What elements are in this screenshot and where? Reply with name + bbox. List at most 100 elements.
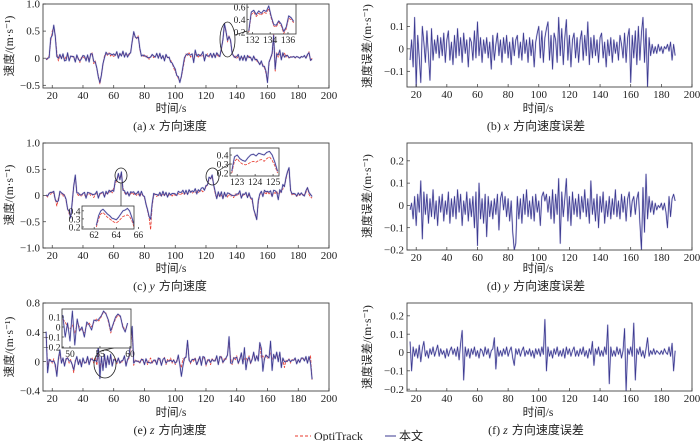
- x-tick-label: 20: [47, 250, 59, 262]
- panel-caption: (e) z 方向速度: [133, 422, 206, 437]
- y-axis-label: 速度/(m·s⁻¹): [2, 317, 16, 378]
- panel-d: 20 40 60 80 100 120 140 160 180 200 0.2 0.1 0 −0.1 −0.…: [360, 142, 700, 293]
- caption-text: 方向速度: [159, 118, 207, 133]
- inset-connector: [234, 30, 248, 36]
- inset-y-tick-label: 0: [56, 324, 61, 334]
- x-tick-label: 80: [139, 250, 151, 262]
- y-tick-label: 0.4: [26, 327, 40, 339]
- y-tick-label: 0: [35, 356, 41, 368]
- panel-caption: (d) y 方向速度误差: [487, 278, 585, 293]
- x-tick-label: 120: [198, 90, 215, 102]
- x-tick-label: 40: [441, 252, 453, 264]
- y-tick-label: 0: [399, 347, 405, 359]
- plot-area: 132 134 136 0.6 0.4 0.2 20 40 60 80 100 120 140 160 18…: [20, 0, 338, 102]
- y-tick-label: 0.1: [390, 329, 404, 341]
- x-tick-label: 140: [228, 393, 245, 405]
- panel-e: 50 55 600.10−0.1−0.220 40 60 80 100 120 140 160 18…: [2, 298, 338, 437]
- inset-plot: 132 134 136 0.6 0.4 0.2: [234, 3, 297, 46]
- x-tick-label: 180: [653, 252, 670, 264]
- inset-y-tick-label: 0.4: [234, 16, 246, 26]
- x-axis-label: 时间/s: [523, 406, 554, 419]
- inset-series-line-optitrack: [95, 212, 134, 228]
- x-tick-label: 60: [108, 393, 120, 405]
- inset-x-tick-label: 64: [112, 231, 122, 241]
- caption-text: 方向速度误差: [513, 118, 585, 133]
- series-group: [409, 173, 677, 250]
- y-axis-label: 速度误差/(m·s⁻¹): [360, 154, 374, 238]
- x-tick-label: 140: [592, 89, 609, 101]
- series-line-proposed: [45, 167, 313, 221]
- x-tick-label: 100: [531, 252, 548, 264]
- caption-label: (d): [487, 279, 501, 293]
- series-group: [45, 22, 313, 85]
- x-tick-label: 40: [441, 393, 453, 405]
- caption-label: (a): [133, 119, 146, 133]
- y-tick-label: 0.1: [390, 21, 404, 33]
- inset-series-group: [95, 207, 134, 228]
- y-tick-label: 0: [35, 190, 41, 202]
- y-tick-label: 0: [399, 43, 405, 55]
- x-tick-label: 20: [47, 393, 59, 405]
- inset-x-tick-label: 123: [230, 178, 245, 188]
- y-tick-label: 0.8: [26, 298, 40, 310]
- x-tick-label: 20: [411, 252, 423, 264]
- y-tick-label: −1.0: [20, 243, 40, 255]
- x-tick-label: 180: [290, 393, 307, 405]
- x-tick-label: 40: [77, 393, 89, 405]
- x-tick-label: 120: [561, 252, 578, 264]
- inset-background: [230, 148, 279, 176]
- x-tick-label: 80: [503, 393, 515, 405]
- inset-plot: 62 64 66 0.40.30.2: [69, 205, 143, 241]
- caption-label: (b): [487, 119, 501, 133]
- x-tick-label: 200: [321, 250, 338, 262]
- plot-area: 20 40 60 80 100 120 140 160 180 200 0.1 0 −0.1: [384, 3, 700, 101]
- x-tick-label: 60: [108, 250, 120, 262]
- caption-variable: y: [503, 279, 510, 293]
- x-tick-label: 20: [411, 393, 423, 405]
- series-line-error: [409, 319, 676, 391]
- inset-y-tick-label: −0.2: [43, 344, 60, 354]
- x-tick-label: 120: [198, 250, 215, 262]
- x-tick-label: 60: [472, 89, 484, 101]
- y-tick-label: −0.5: [20, 216, 40, 228]
- inset-series-group: [230, 150, 279, 174]
- x-tick-label: 100: [167, 393, 184, 405]
- inset-y-tick-label: 0.3: [217, 161, 229, 171]
- caption-text: 方向速度: [159, 278, 207, 293]
- series-line-error: [409, 173, 676, 250]
- inset-y-tick-label: −0.1: [43, 334, 60, 344]
- plot-frame: [406, 3, 693, 88]
- x-tick-label: 20: [411, 89, 423, 101]
- x-tick-label: 140: [228, 250, 245, 262]
- x-tick-label: 160: [622, 252, 639, 264]
- inset-y-tick-label: 0.3: [69, 216, 81, 226]
- inset-x-tick-label: 132: [245, 36, 260, 46]
- inset-series-group: [62, 310, 129, 346]
- highlight-ellipse: [205, 167, 220, 186]
- x-tick-label: 60: [472, 393, 484, 405]
- series-line-error: [409, 17, 676, 87]
- inset-series-line-proposed: [62, 310, 128, 346]
- highlight-ellipse: [219, 21, 236, 58]
- legend-label-proposed: 本文: [399, 428, 423, 441]
- inset-x-tick-label: 134: [263, 36, 278, 46]
- panel-caption: (a) x 方向速度: [133, 118, 207, 133]
- caption-text: 方向速度: [158, 422, 206, 437]
- x-tick-label: 120: [561, 89, 578, 101]
- y-axis-label: 速度/(m·s⁻¹): [2, 16, 16, 77]
- x-axis-label: 时间/s: [156, 102, 187, 115]
- caption-label: (c): [133, 279, 146, 293]
- caption-variable: z: [149, 423, 155, 437]
- x-tick-label: 180: [290, 250, 307, 262]
- inset-x-tick-label: 125: [266, 178, 281, 188]
- plot-area: 50 55 600.10−0.1−0.220 40 60 80 100 120 140 160 18…: [20, 298, 338, 405]
- inset-x-tick-label: 136: [281, 36, 296, 46]
- y-tick-label: 0.2: [390, 310, 404, 322]
- panel-b: 20 40 60 80 100 120 140 160 180 200 0.1 0 −0.1 速度误差/…: [360, 3, 700, 133]
- y-tick-label: 0: [35, 53, 41, 65]
- plot-area: 20 40 60 80 100 120 140 160 180 200 0.2 0.1 0 −0.1 −0.…: [384, 142, 700, 264]
- x-tick-label: 40: [77, 90, 89, 102]
- x-tick-label: 100: [531, 89, 548, 101]
- inset-connector: [217, 162, 232, 172]
